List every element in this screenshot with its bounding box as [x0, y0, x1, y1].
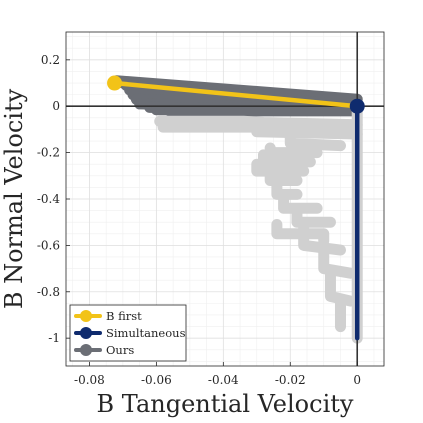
ours-trajectory: [278, 191, 323, 214]
marker-simultaneous: [349, 98, 365, 114]
marker-b-first: [107, 75, 123, 91]
y-tick-label: -0.4: [37, 192, 61, 206]
y-tick-label: -1: [48, 331, 60, 345]
ours-trajectory: [264, 167, 303, 186]
y-axis-label: B Normal Velocity: [0, 88, 28, 309]
legend-label-b-first: B first: [106, 309, 142, 323]
ours-trajectory: [157, 121, 363, 140]
ours-trajectory: [291, 205, 336, 228]
x-axis-label: B Tangential Velocity: [97, 390, 354, 418]
series-lines: [112, 80, 360, 341]
x-tick-label: -0.06: [141, 373, 172, 387]
y-tick-label: 0.2: [41, 53, 60, 67]
series-line-b-first: [112, 80, 360, 109]
x-tick-label: -0.08: [74, 373, 105, 387]
legend: B first Simultaneous Ours: [69, 304, 187, 362]
x-tick-label: -0.04: [208, 373, 239, 387]
y-tick-label: -0.6: [37, 238, 60, 252]
ours-trajectory: [318, 239, 357, 279]
legend-label-ours: Ours: [106, 343, 134, 357]
ours-trajectory: [264, 142, 323, 159]
ours-trajectory: [271, 177, 303, 200]
tick-labels: -0.08 -0.06 -0.04 -0.02 0 0.2 0 -0.2 -0.4 -0.6 -0.…: [37, 53, 361, 387]
ours-trajectory: [284, 130, 346, 152]
series-markers: [107, 75, 365, 114]
x-tick-label: 0: [353, 373, 361, 387]
y-tick-label: -0.2: [37, 146, 60, 160]
y-tick-label: 0: [52, 99, 60, 113]
y-tick-label: -0.8: [37, 285, 60, 299]
legend-label-simultaneous: Simultaneous: [106, 326, 186, 340]
ours-trajectory: [257, 149, 316, 168]
x-tick-label: -0.02: [275, 373, 306, 387]
legend-marker-b-first: [80, 310, 92, 322]
legend-marker-simultaneous: [80, 327, 92, 339]
legend-marker-ours: [80, 344, 92, 356]
ours-trajectory: [251, 158, 310, 177]
